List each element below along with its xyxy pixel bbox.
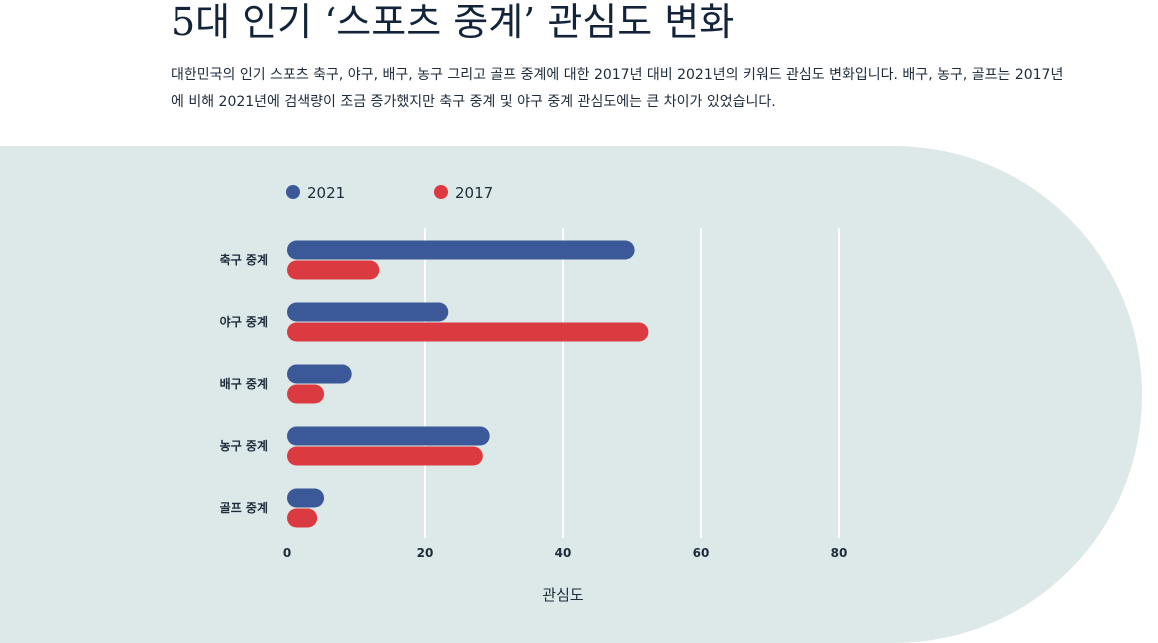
bar-2021 — [287, 426, 490, 446]
x-tick-label: 60 — [693, 546, 710, 560]
legend-label-2017: 2017 — [455, 184, 493, 202]
category-label: 농구 중계 — [220, 438, 268, 453]
legend: 2021 2017 — [286, 184, 493, 202]
legend-label-2021: 2021 — [307, 184, 345, 202]
x-tick-label: 80 — [831, 546, 848, 560]
x-tick-labels: 0 20 40 60 80 — [283, 546, 848, 560]
bar-2017 — [287, 508, 318, 528]
category-label: 골프 중계 — [220, 500, 268, 515]
x-axis-title: 관심도 — [542, 586, 584, 604]
bar-2021 — [287, 364, 352, 384]
x-tick-label: 40 — [555, 546, 572, 560]
bar-2021 — [287, 488, 325, 508]
bar-2021 — [287, 302, 449, 322]
category-label: 야구 중계 — [220, 314, 268, 329]
x-tick-label: 20 — [417, 546, 434, 560]
bars — [287, 240, 649, 528]
bar-2017 — [287, 260, 380, 280]
bar-2017 — [287, 384, 325, 404]
category-label: 배구 중계 — [220, 376, 268, 391]
gridlines — [424, 228, 840, 538]
x-tick-label: 0 — [283, 546, 291, 560]
category-label: 축구 중계 — [220, 252, 268, 267]
legend-marker-2021 — [286, 185, 300, 199]
bar-2021 — [287, 240, 635, 260]
chart-description: 대한민국의 인기 스포츠 축구, 야구, 배구, 농구 그리고 골프 중계에 대… — [171, 67, 1064, 110]
bar-2017 — [287, 446, 483, 466]
bar-2017 — [287, 322, 649, 342]
chart-panel — [0, 146, 1142, 643]
page-title: 5대 인기 ‘스포츠 중계’ 관심도 변화 — [171, 0, 735, 44]
legend-marker-2017 — [434, 185, 448, 199]
